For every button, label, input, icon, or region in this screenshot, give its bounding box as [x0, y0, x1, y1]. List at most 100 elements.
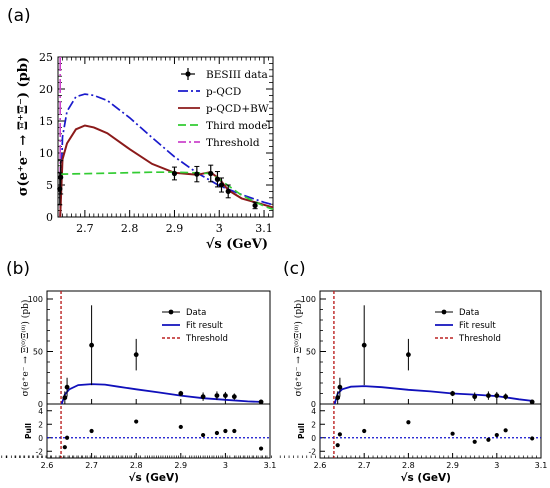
- x-tick-label: 2.7: [358, 461, 371, 470]
- panel-b: (b) 0 50 100 -2 0 2 4 2.6 2.7 2.8 2.9 3 3.1 √s (GeV) σ(…: [6, 259, 277, 484]
- data-point: [208, 170, 214, 177]
- data-point: [494, 393, 500, 398]
- legend-data-marker: [185, 71, 191, 77]
- legend-label: Threshold: [458, 334, 501, 344]
- pull-point: [486, 437, 491, 442]
- pull-point: [62, 445, 67, 450]
- pull-axis-label: Pull: [297, 423, 306, 439]
- pull-frame: [319, 403, 542, 459]
- pull-point: [406, 420, 411, 425]
- y-axis-label: σ(e⁺e⁻ → Ξ⁽⁰⁾Ξ̄⁽⁰⁾) (pb): [20, 300, 31, 397]
- x-tick-label: 3.1: [264, 461, 277, 470]
- pull-y-tick-label: 2: [38, 420, 43, 429]
- pull-point: [64, 435, 70, 440]
- x-tick-label: 3: [223, 461, 228, 470]
- pull-point: [450, 431, 455, 436]
- pull-point: [337, 432, 342, 437]
- pull-y-tick-label: 4: [38, 407, 43, 416]
- pull-point: [223, 428, 228, 434]
- data-point: [171, 170, 178, 177]
- x-tick-label: 2.6: [41, 461, 54, 470]
- data-point: [214, 176, 221, 182]
- pull-point: [89, 428, 94, 434]
- data-point: [337, 384, 343, 390]
- pull-point: [201, 432, 206, 438]
- y-tick-label: 0: [46, 211, 53, 224]
- data-point: [178, 391, 184, 396]
- legend-label: Third model: [206, 120, 271, 132]
- y-tick-label: 0: [38, 400, 43, 409]
- x-tick-label: 2.7: [76, 222, 94, 235]
- y-tick-label: 25: [39, 51, 53, 64]
- fit-curve: [60, 383, 262, 405]
- pull-y-tick-label: -2: [36, 447, 44, 456]
- main-frame: [46, 290, 271, 405]
- y-tick-label: 10: [39, 147, 53, 160]
- data-point: [231, 394, 237, 400]
- data-point: [225, 188, 231, 194]
- data-point: [252, 202, 258, 209]
- legend-label: Data: [186, 308, 206, 318]
- panel-label: (a): [7, 6, 31, 26]
- x-tick-label: 2.9: [174, 461, 187, 470]
- y-axis-label: σ(e⁺e⁻ → Ξ⁺Ξ̄⁻) (pb): [16, 57, 31, 196]
- pull-y-tick-label: 0: [38, 434, 43, 443]
- y-tick-label: 15: [39, 115, 53, 128]
- pull-point: [232, 428, 237, 434]
- legend-data-marker: [441, 309, 447, 315]
- third-model-curve: [60, 171, 274, 211]
- x-tick-label: 3.1: [255, 222, 273, 235]
- data-point: [64, 384, 70, 390]
- x-axis-label: √s (GeV): [129, 472, 179, 484]
- x-axis-label: √s (GeV): [206, 237, 268, 252]
- data-point: [200, 394, 206, 400]
- x-tick-label: 2.9: [446, 461, 459, 470]
- pull-point: [494, 432, 499, 438]
- legend-label: Threshold: [185, 334, 228, 344]
- pull-point: [214, 430, 220, 436]
- pull-y-tick-label: 2: [311, 420, 316, 429]
- y-tick-label: 0: [311, 400, 316, 409]
- x-tick-label: 3: [494, 461, 499, 470]
- legend-label: Fit result: [459, 321, 496, 331]
- x-tick-label: 3: [216, 222, 223, 235]
- x-tick-label: 2.6: [314, 461, 327, 470]
- pull-point: [472, 439, 477, 444]
- legend-label: Fit result: [186, 321, 223, 331]
- legend-data-marker: [168, 309, 174, 315]
- y-tick-label: 50: [306, 348, 316, 357]
- pqcd-curve: [59, 93, 274, 218]
- pqcd-bw-curve: [59, 124, 274, 218]
- y-tick-label: 50: [33, 348, 43, 357]
- x-tick-label: 3.1: [535, 461, 548, 470]
- data-point: [258, 399, 264, 405]
- panel-a: (a) 0 5 10 15 20 25 2.7 2.8 2.9 3 3.1 √s (GeV) σ(e⁺e⁻…: [7, 6, 274, 252]
- legend-label: Threshold: [206, 137, 260, 149]
- panel-c: (c) 0 50 100 -2 0 2 4 2.6 2.7 2.8 2.9 3 3.1 √s (GeV) σ(…: [1, 259, 548, 484]
- data-point: [218, 182, 225, 188]
- x-tick-label: 2.9: [166, 222, 184, 235]
- x-tick-label: 2.8: [402, 461, 415, 470]
- data-point: [214, 393, 220, 398]
- pull-point: [134, 419, 139, 424]
- x-tick-label: 2.7: [85, 461, 98, 470]
- panel-label: (c): [283, 259, 306, 279]
- data-point: [194, 171, 200, 177]
- y-tick-label: 100: [28, 295, 43, 304]
- pull-frame: [46, 403, 271, 459]
- data-point: [335, 395, 341, 401]
- y-axis-label: σ(e⁺e⁻ → Ξ⁽⁰⁾Ξ̄⁽⁰⁾) (pb): [293, 300, 304, 397]
- y-tick-label: 100: [301, 295, 316, 304]
- pull-point: [530, 436, 535, 441]
- pull-point: [178, 424, 183, 430]
- pull-point: [258, 446, 264, 451]
- data-point: [472, 394, 478, 400]
- x-tick-label: 2.8: [130, 461, 143, 470]
- x-tick-label: 2.8: [121, 222, 139, 235]
- pull-y-tick-label: -2: [309, 447, 317, 456]
- data-point: [133, 352, 139, 358]
- pull-point: [335, 443, 340, 448]
- pull-y-tick-label: 0: [311, 434, 316, 443]
- data-point: [503, 394, 509, 400]
